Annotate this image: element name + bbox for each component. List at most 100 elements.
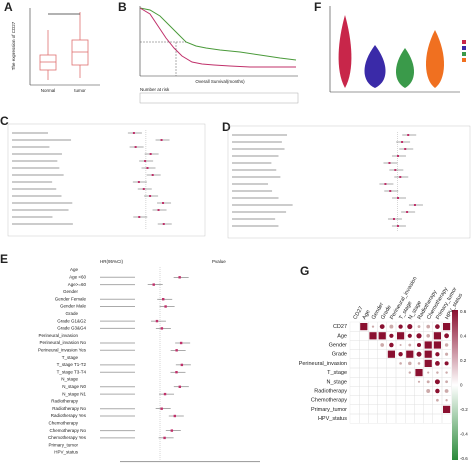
row-label: N_stage N0 xyxy=(62,384,86,389)
cell xyxy=(405,395,415,405)
row-label: Gender Female xyxy=(55,296,87,301)
row-label: Grade G1&G2 xyxy=(57,318,86,323)
hr-point xyxy=(178,385,182,388)
corr-circle xyxy=(434,379,440,385)
corr-circle xyxy=(436,371,439,374)
cell xyxy=(395,395,406,405)
hr-point xyxy=(396,225,399,227)
cell xyxy=(377,367,387,378)
cell xyxy=(349,340,360,350)
panel-letter: D xyxy=(222,120,231,134)
cell xyxy=(395,404,406,415)
row-label: Radiotherapy xyxy=(314,388,347,394)
x-label: Overall Survival(months) xyxy=(195,79,245,84)
corr-square xyxy=(424,350,432,358)
hr-point xyxy=(394,169,397,171)
corr-circle xyxy=(389,342,394,348)
hr-point xyxy=(396,155,399,157)
row-label: Radiotherapy Yes xyxy=(51,413,87,418)
cell xyxy=(432,404,443,415)
hr-point xyxy=(401,141,404,143)
corr-circle xyxy=(435,361,440,366)
forest-plots xyxy=(7,123,471,239)
row-label: N_stage N1 xyxy=(62,391,86,396)
row-label: Chemotherapy xyxy=(311,398,347,404)
cell xyxy=(349,367,360,378)
corr-circle xyxy=(379,324,385,329)
hr-point xyxy=(144,160,147,162)
cell xyxy=(377,358,387,369)
cell xyxy=(377,404,387,415)
x-label: Normal xyxy=(41,88,56,93)
colorbar-label: 0.4 xyxy=(460,334,467,339)
row-label: Age xyxy=(70,267,79,272)
corr-circle xyxy=(416,342,422,348)
corr-circle xyxy=(444,389,449,393)
corr-circle xyxy=(426,389,431,393)
cell xyxy=(359,395,369,405)
cell xyxy=(386,377,397,387)
row-label: Perineural_invasion No xyxy=(39,340,86,345)
row-label: Perineural_invasion xyxy=(299,361,347,367)
corr-square xyxy=(360,323,368,331)
colorbar-label: 0.2 xyxy=(460,358,467,363)
row-label: Grade G3&G4 xyxy=(57,326,86,331)
row-label: Primary_tumor xyxy=(311,407,347,413)
cell xyxy=(368,395,378,405)
km-curve xyxy=(139,7,296,68)
panel-letter: F xyxy=(314,0,321,14)
violin xyxy=(425,30,445,88)
row-label: Age <60 xyxy=(69,274,86,279)
cell xyxy=(359,358,369,369)
cell xyxy=(414,386,424,396)
corr-circle xyxy=(426,380,430,384)
row-label: Grade xyxy=(65,311,78,316)
hr-point xyxy=(162,223,165,225)
row-label: N_stage xyxy=(61,377,78,382)
cell xyxy=(432,413,443,424)
corr-circle xyxy=(407,324,413,330)
corr-circle xyxy=(417,380,421,383)
correlation-matrix: CD27CD27AgeAgeGenderGenderGradeGradePeri… xyxy=(299,276,469,461)
hr-point xyxy=(404,148,407,150)
row-label: Gender xyxy=(329,342,348,348)
cell xyxy=(423,395,433,405)
hr-point xyxy=(397,197,400,199)
cell xyxy=(395,386,406,396)
hr-point xyxy=(137,181,140,183)
cell xyxy=(359,349,369,359)
column-label: Age xyxy=(362,309,372,320)
corr-square xyxy=(443,323,451,331)
column-header: Pvalue xyxy=(212,259,226,264)
hr-point xyxy=(173,414,177,418)
hr-point xyxy=(163,392,167,396)
hr-point xyxy=(155,319,159,323)
cell xyxy=(386,367,397,378)
cell xyxy=(349,413,360,424)
hr-point xyxy=(180,363,184,367)
corr-square xyxy=(397,332,405,340)
cell xyxy=(359,413,369,424)
row-label: Radiotherapy No xyxy=(52,406,86,411)
cell xyxy=(368,413,378,424)
forest-rows: Age Age <60 Age>=60 Gender Gender Female Gend… xyxy=(38,267,260,463)
cell xyxy=(423,404,433,415)
legend xyxy=(462,40,466,62)
boxplot xyxy=(39,12,89,80)
corr-circle xyxy=(399,343,402,347)
hr-point xyxy=(388,162,391,164)
cell xyxy=(349,349,360,359)
cell xyxy=(359,386,369,396)
corr-circle xyxy=(436,398,439,402)
panel-letter: A xyxy=(4,0,13,14)
cell xyxy=(368,340,378,350)
hr-point xyxy=(384,183,387,185)
hr-point xyxy=(389,190,392,192)
corr-circle xyxy=(408,361,412,366)
cell xyxy=(377,395,387,405)
corr-circle xyxy=(408,371,412,374)
cell xyxy=(414,395,424,405)
corr-circle xyxy=(445,380,448,384)
panel-letter: E xyxy=(0,252,8,266)
